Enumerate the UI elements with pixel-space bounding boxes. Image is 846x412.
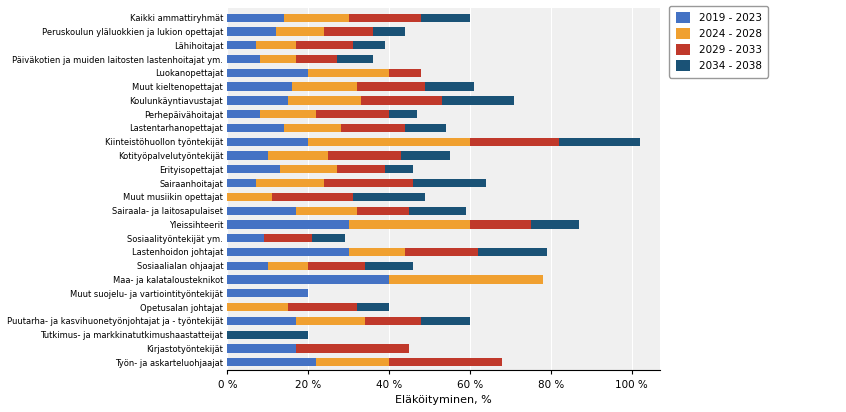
Bar [324,27,373,36]
Bar [296,317,365,325]
Bar [228,330,308,339]
Bar [414,179,486,187]
Bar [409,206,466,215]
Bar [228,317,296,325]
Bar [365,262,414,270]
Bar [470,220,530,229]
Bar [389,275,542,284]
Bar [228,234,264,242]
Bar [308,138,470,146]
Bar [296,55,337,63]
Bar [288,96,360,105]
Bar [228,69,308,77]
Bar [337,165,385,173]
Bar [365,317,421,325]
Bar [228,41,255,49]
Bar [389,358,503,366]
X-axis label: Eläköityminen, %: Eläköityminen, % [395,395,492,405]
Bar [316,358,389,366]
Bar [324,179,414,187]
Bar [296,206,357,215]
Bar [228,138,308,146]
Bar [268,262,308,270]
Bar [255,179,324,187]
Bar [255,41,296,49]
Bar [228,289,308,297]
Bar [389,110,417,118]
Bar [401,151,450,160]
Bar [228,96,288,105]
Bar [385,165,414,173]
Bar [284,14,349,22]
Bar [353,193,426,201]
Bar [337,55,373,63]
Bar [360,96,442,105]
Bar [284,124,341,132]
Bar [228,151,268,160]
Bar [470,138,559,146]
Bar [389,69,421,77]
Bar [316,110,389,118]
Bar [228,303,288,311]
Bar [478,248,547,256]
Bar [296,41,353,49]
Bar [268,151,328,160]
Bar [442,96,514,105]
Bar [292,82,357,91]
Bar [264,234,312,242]
Bar [228,193,272,201]
Bar [260,55,296,63]
Bar [308,262,365,270]
Bar [228,358,316,366]
Bar [559,138,640,146]
Bar [426,82,474,91]
Bar [357,303,389,311]
Bar [349,248,405,256]
Bar [312,234,344,242]
Bar [405,248,478,256]
Bar [530,220,579,229]
Bar [357,206,409,215]
Bar [421,14,470,22]
Bar [341,124,405,132]
Bar [280,165,337,173]
Bar [308,69,389,77]
Bar [228,82,292,91]
Bar [228,55,260,63]
Bar [228,27,276,36]
Bar [373,27,405,36]
Bar [228,165,280,173]
Bar [228,206,296,215]
Bar [276,27,324,36]
Bar [405,124,446,132]
Bar [296,344,409,353]
Bar [228,262,268,270]
Bar [228,110,260,118]
Bar [228,275,389,284]
Bar [228,220,349,229]
Bar [272,193,353,201]
Bar [228,248,349,256]
Bar [228,124,284,132]
Bar [328,151,401,160]
Bar [357,82,426,91]
Bar [421,317,470,325]
Bar [288,303,357,311]
Bar [349,220,470,229]
Legend: 2019 - 2023, 2024 - 2028, 2029 - 2033, 2034 - 2038: 2019 - 2023, 2024 - 2028, 2029 - 2033, 2… [669,6,768,77]
Bar [228,179,255,187]
Bar [228,344,296,353]
Bar [349,14,421,22]
Bar [353,41,385,49]
Bar [260,110,316,118]
Bar [228,14,284,22]
